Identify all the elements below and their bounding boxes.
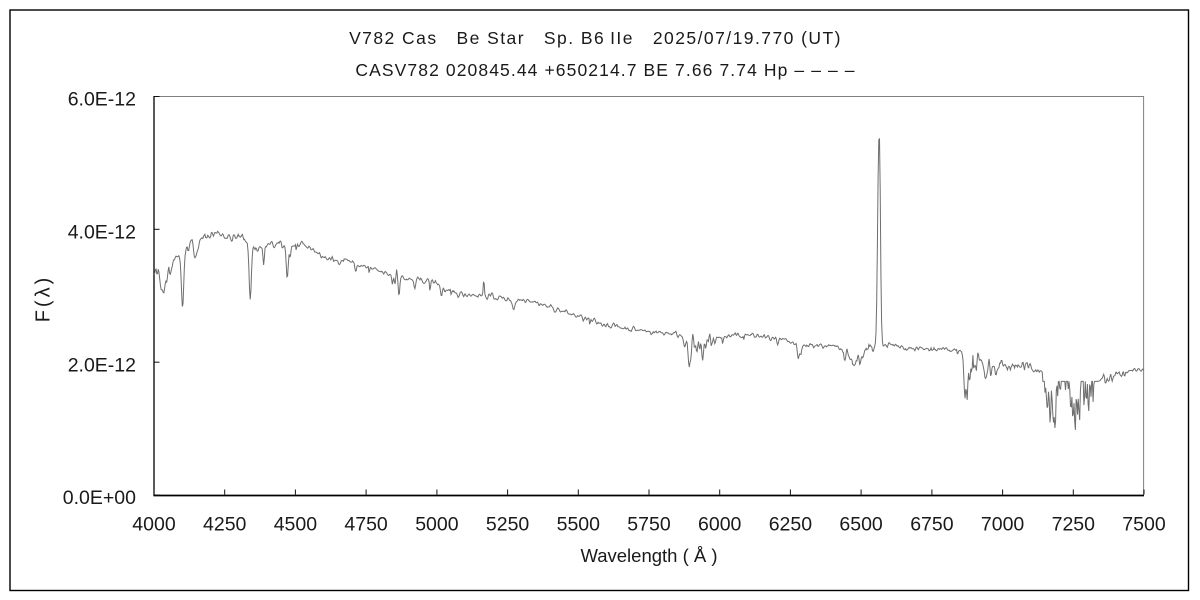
svg-text:4000: 4000 xyxy=(132,514,176,536)
svg-text:6250: 6250 xyxy=(769,514,813,536)
svg-text:7000: 7000 xyxy=(981,514,1025,536)
svg-text:5500: 5500 xyxy=(557,514,601,536)
svg-text:7500: 7500 xyxy=(1122,514,1166,536)
svg-text:7250: 7250 xyxy=(1052,514,1096,536)
svg-text:2.0E-12: 2.0E-12 xyxy=(68,354,136,376)
svg-text:V782 Cas Be Star Sp. B6 IIe 20: V782 Cas Be Star Sp. B6 IIe 2025/07/19.7… xyxy=(349,28,842,48)
svg-text:5250: 5250 xyxy=(486,514,530,536)
svg-text:5750: 5750 xyxy=(627,514,671,536)
svg-text:6.0E-12: 6.0E-12 xyxy=(68,89,136,111)
svg-text:0.0E+00: 0.0E+00 xyxy=(63,487,136,509)
svg-text:4500: 4500 xyxy=(274,514,318,536)
svg-text:4250: 4250 xyxy=(203,514,247,536)
svg-text:CASV782 020845.44 +650214.7 BE: CASV782 020845.44 +650214.7 BE 7.66 7.74… xyxy=(355,60,855,80)
svg-text:5000: 5000 xyxy=(415,514,459,536)
svg-text:4.0E-12: 4.0E-12 xyxy=(68,222,136,244)
svg-text:Wavelength ( Å ): Wavelength ( Å ) xyxy=(580,545,717,566)
svg-text:6500: 6500 xyxy=(839,514,883,536)
svg-text:6750: 6750 xyxy=(910,514,954,536)
svg-text:4750: 4750 xyxy=(344,514,388,536)
svg-text:6000: 6000 xyxy=(698,514,742,536)
svg-text:F(λ): F(λ) xyxy=(33,275,55,323)
